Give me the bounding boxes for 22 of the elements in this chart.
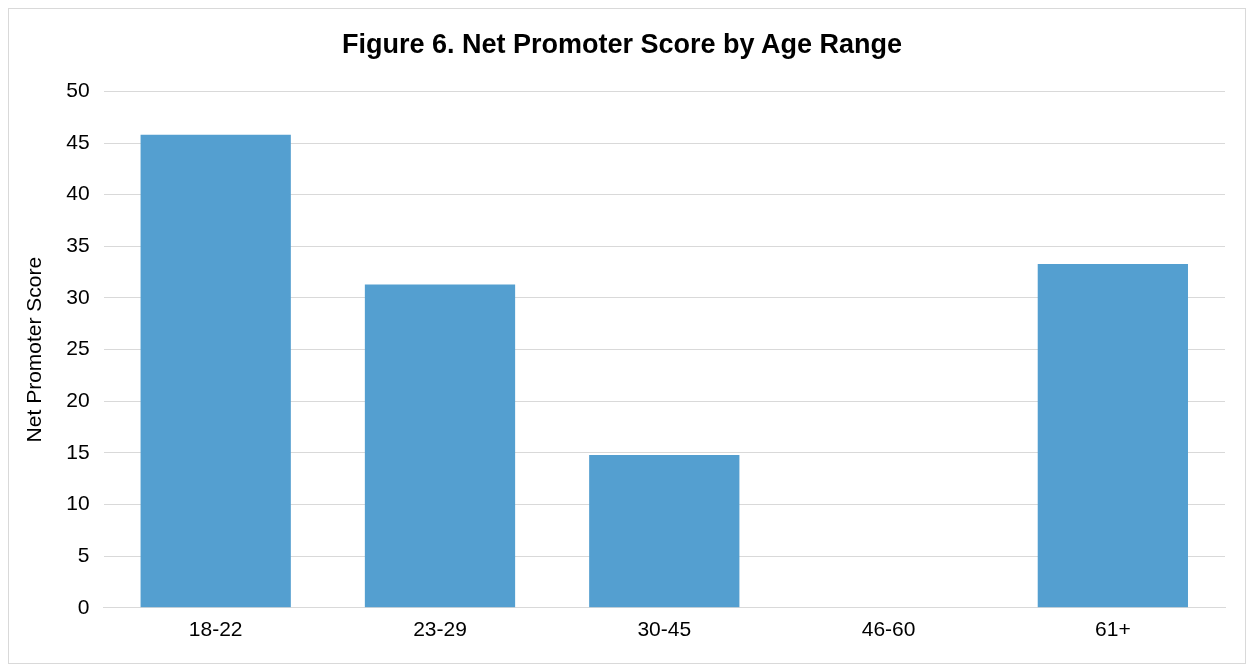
bar xyxy=(1037,263,1188,608)
y-tick-label: 50 xyxy=(66,78,90,102)
y-tick-label: 45 xyxy=(66,129,90,153)
y-tick-label: 30 xyxy=(66,284,90,308)
y-tick-label: 0 xyxy=(77,594,90,618)
bar xyxy=(364,284,516,608)
y-tick-label: 15 xyxy=(66,439,90,463)
x-tick-label: 23-29 xyxy=(413,617,467,641)
y-tick-label: 20 xyxy=(66,388,90,412)
bar xyxy=(589,454,740,608)
x-tick-label: 30-45 xyxy=(637,617,692,641)
x-tick-label: 18-22 xyxy=(188,617,243,641)
y-tick-label: 5 xyxy=(77,542,90,566)
bar xyxy=(140,134,291,608)
y-tick-label: 10 xyxy=(66,491,90,515)
y-tick-label: 25 xyxy=(66,336,90,360)
x-tick-label: 46-60 xyxy=(861,617,916,641)
y-tick-label: 35 xyxy=(66,233,90,257)
y-tick-label: 40 xyxy=(66,181,90,205)
y-axis-title: Net Promoter Score xyxy=(22,256,46,443)
x-tick-label: 61+ xyxy=(1095,617,1131,641)
chart-title: Figure 6. Net Promoter Score by Age Range xyxy=(341,28,903,59)
